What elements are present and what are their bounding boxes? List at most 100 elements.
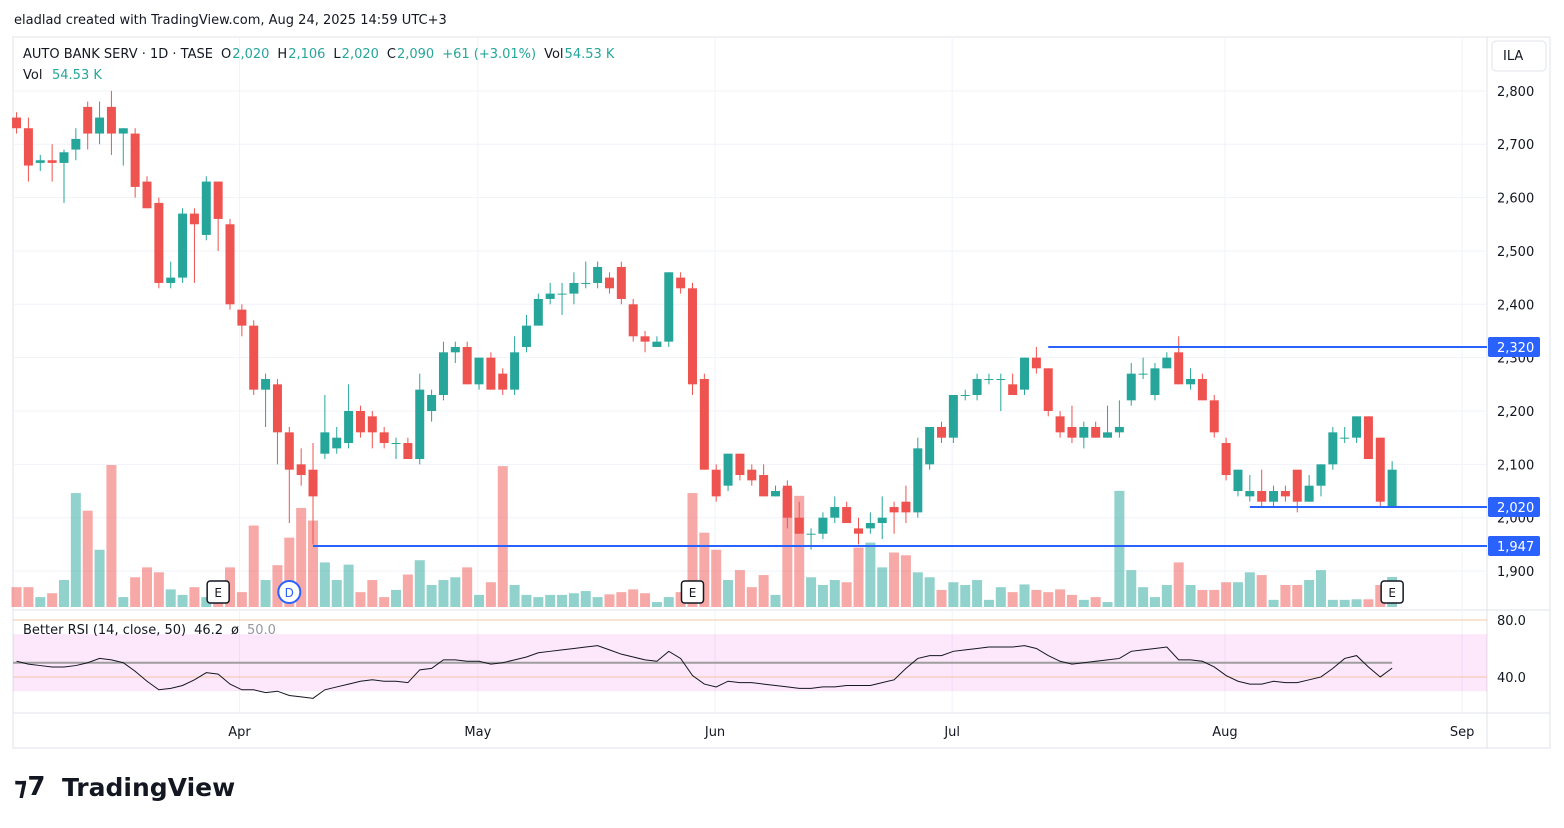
event-marker	[1380, 580, 1404, 604]
candle-body	[770, 491, 780, 497]
candle-body	[664, 272, 674, 342]
candle-body	[806, 533, 816, 535]
candle-body	[1150, 368, 1160, 395]
volume-bar	[1375, 584, 1386, 607]
volume-bar	[391, 589, 402, 607]
candle-body	[308, 469, 318, 497]
candle-body	[23, 128, 33, 166]
volume-bar	[960, 584, 971, 607]
candle-body	[344, 410, 354, 444]
candle-body	[1269, 491, 1279, 502]
candle-body	[178, 213, 188, 278]
candle-body	[296, 464, 306, 476]
volume-bar	[1102, 602, 1113, 607]
candle-body	[1280, 491, 1290, 497]
candle-body	[166, 277, 176, 283]
candle-body	[937, 427, 947, 438]
volume-bar	[236, 592, 247, 607]
candle-body	[877, 517, 887, 524]
candle-body	[842, 507, 852, 524]
candle-body	[1209, 400, 1219, 433]
volume-bar	[509, 584, 520, 607]
volume-bar	[687, 493, 698, 607]
legend-change: +61 (+3.01%)	[442, 47, 536, 62]
volume-bar	[592, 597, 603, 607]
volume-bar	[1055, 589, 1066, 607]
volume-bar	[734, 570, 745, 607]
y-tick-label: 2,500	[1497, 245, 1534, 260]
candle-body	[332, 437, 342, 449]
volume-bar	[1315, 570, 1326, 607]
legend-c-label: C	[387, 47, 396, 62]
candle-body	[59, 152, 69, 163]
candle-body	[593, 266, 603, 283]
candle-body	[735, 453, 745, 476]
candle-body	[960, 394, 970, 396]
volume-bar	[1019, 584, 1030, 607]
volume-bar	[118, 597, 129, 607]
legend-o: 2,020	[232, 47, 269, 62]
candle-body	[83, 106, 93, 134]
volume-bar	[782, 488, 793, 607]
volume-bar	[177, 594, 188, 607]
candle-body	[71, 138, 81, 150]
volume-bar	[1161, 584, 1172, 607]
volume-bar	[1280, 584, 1291, 607]
volume-bar	[1114, 490, 1125, 607]
volume-bar	[723, 580, 734, 607]
candle-body	[237, 309, 247, 326]
volume-bar	[877, 567, 888, 607]
candle-body	[521, 325, 531, 347]
candle-body	[510, 352, 520, 390]
candle-body	[711, 469, 721, 497]
candle-body	[47, 160, 57, 163]
volume-bar	[1090, 597, 1101, 607]
candle-body	[854, 528, 864, 534]
volume-bar	[1078, 599, 1089, 607]
rsi-line	[16, 645, 1393, 699]
volume-bar	[628, 589, 639, 607]
event-marker	[206, 580, 230, 604]
x-tick-label: Apr	[228, 725, 251, 740]
volume-bar	[319, 562, 330, 607]
volume-bar	[972, 580, 983, 607]
price-label-box	[1488, 336, 1540, 357]
volume-bar	[130, 577, 141, 607]
candle-body	[1126, 373, 1136, 401]
legend-l-label: L	[333, 47, 341, 62]
volume-bar	[331, 580, 342, 607]
candle-body	[1221, 443, 1231, 476]
legend-h-label: H	[277, 47, 287, 62]
volume-bar	[1209, 589, 1220, 607]
candle-body	[320, 432, 330, 454]
candle-body	[1138, 373, 1148, 375]
candle-body	[474, 357, 484, 385]
candle-body	[1257, 491, 1267, 502]
candle-body	[367, 416, 377, 433]
candle-body	[1375, 437, 1385, 502]
x-tick-label: Sep	[1450, 725, 1475, 740]
candle-body	[1186, 378, 1196, 385]
candle-body	[794, 517, 804, 534]
volume-bar	[1197, 589, 1208, 607]
candle-body	[676, 277, 686, 289]
volume-bar	[640, 593, 651, 607]
candle-body	[498, 373, 508, 390]
candle-body	[106, 106, 116, 134]
volume-bar	[1031, 589, 1042, 607]
volume-bar	[343, 564, 354, 607]
currency-box[interactable]	[1491, 40, 1547, 72]
candle-body	[415, 389, 425, 460]
volume-bar	[296, 507, 307, 607]
volume-bar	[70, 493, 81, 607]
candle-body	[747, 469, 757, 481]
candle-body	[865, 523, 875, 529]
volume-bar	[284, 537, 295, 607]
volume-bar	[1304, 580, 1315, 607]
volume-bar	[82, 510, 93, 607]
legend-symbol: AUTO BANK SERV · 1D · TASE	[23, 47, 213, 62]
volume-bar	[1327, 599, 1338, 607]
volume-bar	[1138, 587, 1149, 607]
candle-body	[830, 507, 840, 518]
volume-bar	[11, 587, 22, 607]
